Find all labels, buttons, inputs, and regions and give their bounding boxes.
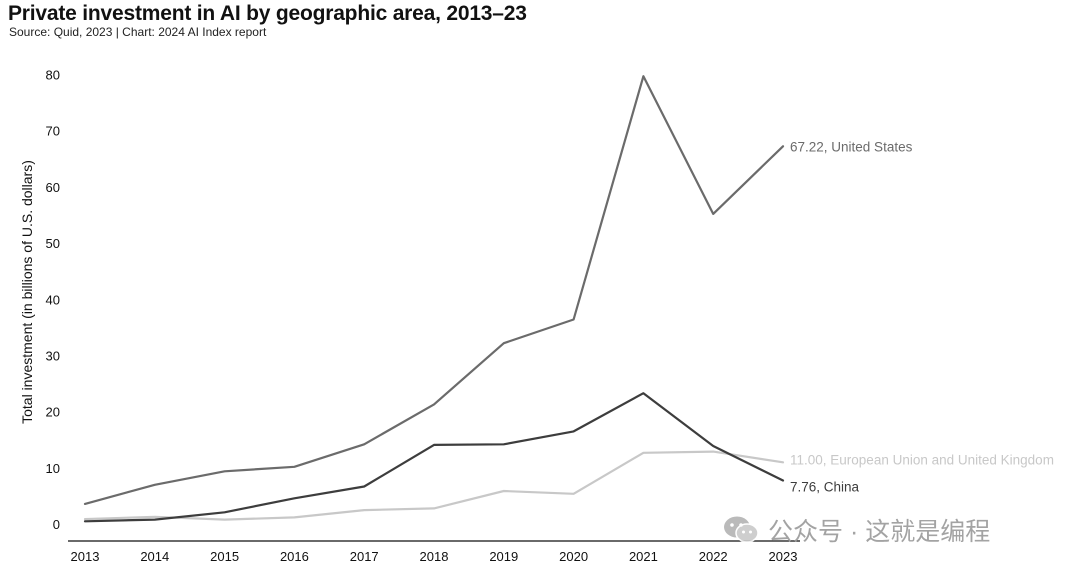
x-tick-label: 2014 (140, 549, 169, 564)
series-line-2 (83, 450, 785, 521)
x-tick-label: 2021 (629, 549, 658, 564)
x-axis-ticks: 2013 2014 2015 2016 2017 2018 2019 2020 2021 2022… (71, 549, 798, 564)
series-end-label-1: 7.76, China (790, 480, 860, 495)
series-line-0 (83, 75, 785, 505)
y-axis-ticks: 0 10 20 30 40 50 60 70 80 (46, 67, 60, 532)
y-tick-label: 50 (46, 236, 60, 251)
x-tick-label: 2023 (769, 549, 798, 564)
series-labels: 67.22, United States 7.76, China 11.00, Eu… (790, 139, 1054, 494)
watermark: 公众号 · 这就是编程 (722, 512, 990, 548)
y-tick-label: 30 (46, 349, 60, 364)
y-axis-title-group: Total investment (in billions of U.S. do… (19, 160, 35, 424)
x-tick-label: 2018 (420, 549, 449, 564)
series-group (83, 75, 785, 523)
y-tick-label: 70 (46, 124, 60, 139)
x-tick-label: 2016 (280, 549, 309, 564)
x-tick-label: 2019 (489, 549, 518, 564)
chart-subtitle: Source: Quid, 2023 | Chart: 2024 AI Inde… (9, 25, 267, 39)
y-tick-label: 10 (46, 461, 60, 476)
y-tick-label: 0 (53, 517, 60, 532)
y-tick-label: 60 (46, 180, 60, 195)
x-tick-label: 2017 (350, 549, 379, 564)
series-end-label-2: 11.00, European Union and United Kingdom (790, 452, 1054, 467)
series-line-1 (83, 392, 785, 523)
x-tick-label: 2015 (210, 549, 239, 564)
y-axis-title: Total investment (in billions of U.S. do… (19, 160, 35, 424)
y-tick-label: 20 (46, 405, 60, 420)
x-tick-label: 2013 (71, 549, 100, 564)
series-end-label-0: 67.22, United States (790, 139, 913, 154)
x-tick-label: 2022 (699, 549, 728, 564)
x-tick-label: 2020 (559, 549, 588, 564)
chart-title: Private investment in AI by geographic a… (8, 2, 527, 25)
watermark-text: 公众号 · 这就是编程 (768, 518, 991, 546)
wechat-icon (724, 516, 759, 543)
y-tick-label: 80 (46, 67, 60, 82)
y-tick-label: 40 (46, 292, 60, 307)
